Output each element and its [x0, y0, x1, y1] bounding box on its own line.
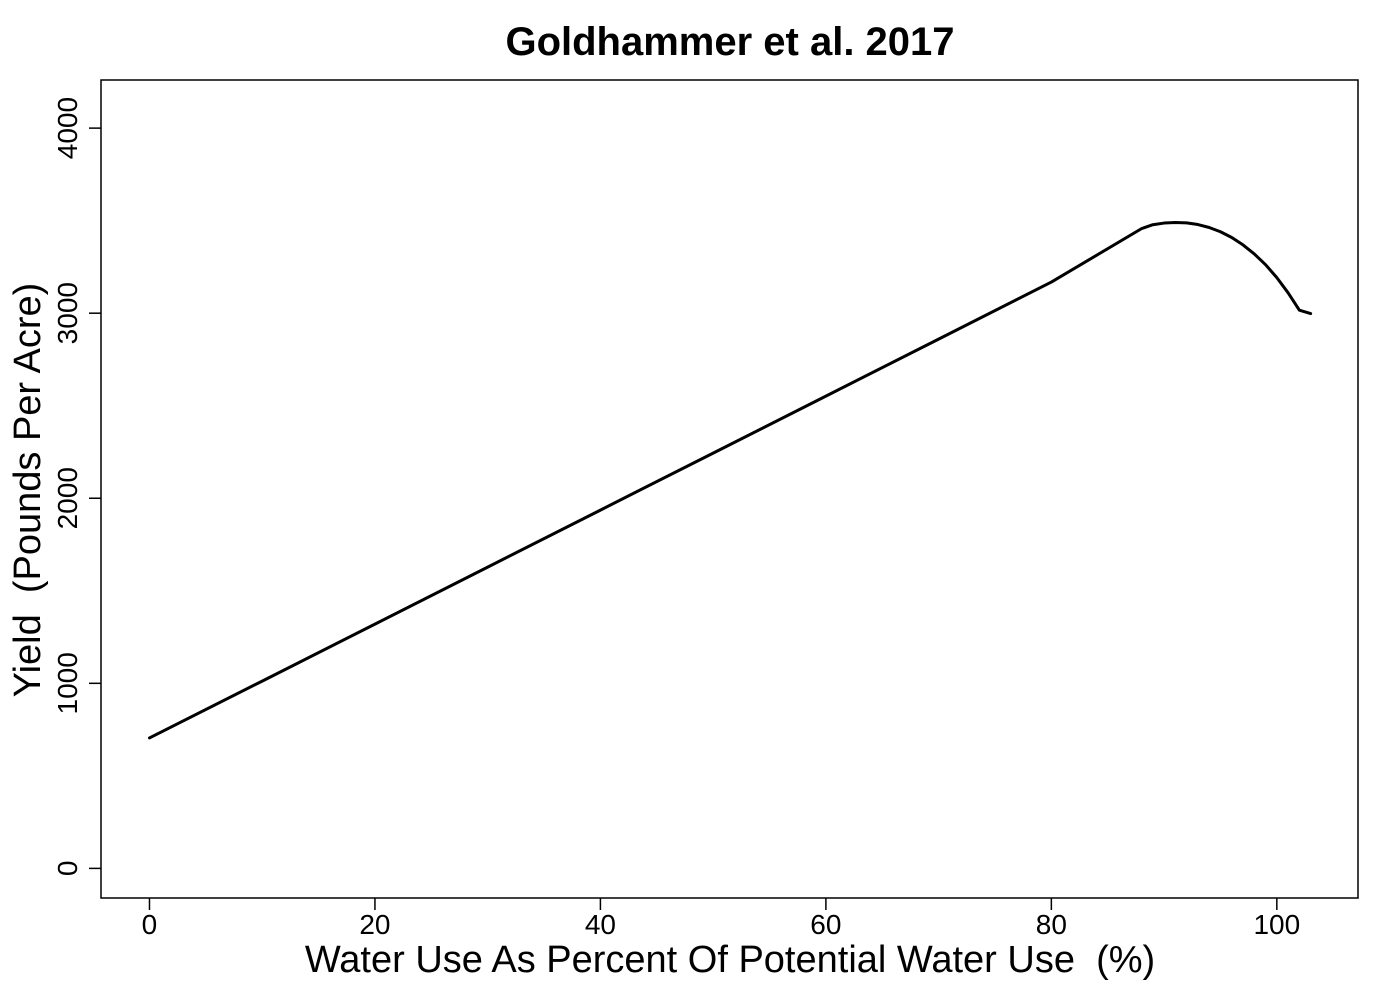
yield-curve-line	[147, 221, 1313, 740]
y-tick-label: 4000	[52, 97, 83, 159]
y-tick-label: 1000	[52, 652, 83, 714]
x-tick-label: 0	[142, 909, 158, 940]
x-tick-label: 40	[585, 909, 616, 940]
x-tick-label: 100	[1253, 909, 1300, 940]
y-tick-label: 0	[52, 861, 83, 877]
x-tick-label: 80	[1036, 909, 1067, 940]
y-tick-label: 3000	[52, 282, 83, 344]
y-axis-label: Yield (Pounds Per Acre)	[7, 283, 49, 698]
x-tick-label: 20	[359, 909, 390, 940]
x-tick-label: 60	[810, 909, 841, 940]
plot-frame	[100, 79, 1359, 899]
y-axis: 0 1000 2000 3000 4000	[52, 97, 101, 876]
y-tick-label: 2000	[52, 467, 83, 529]
x-axis-label: Water Use As Percent Of Potential Water …	[305, 939, 1155, 981]
x-axis: 0 20 40 60 80 100	[142, 898, 1300, 940]
chart-title: Goldhammer et al. 2017	[505, 20, 954, 64]
